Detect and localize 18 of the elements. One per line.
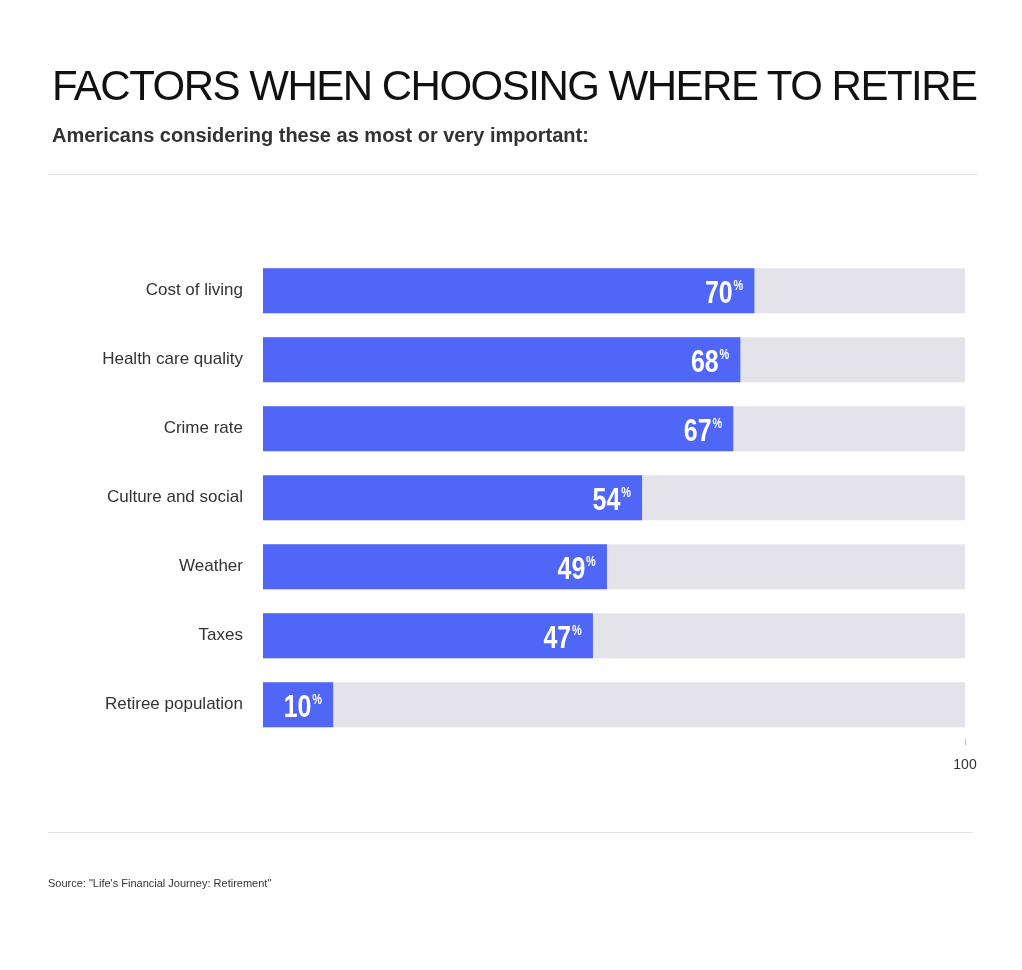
data-label: 54% bbox=[592, 480, 631, 517]
chart-title: FACTORS WHEN CHOOSING WHERE TO RETIRE bbox=[52, 62, 977, 110]
data-label: 68% bbox=[690, 342, 730, 379]
chart-subtitle: Americans considering these as most or very important: bbox=[52, 124, 589, 147]
y-tick-label: Weather bbox=[179, 556, 244, 576]
data-label: 67% bbox=[683, 411, 723, 448]
data-label: 49% bbox=[557, 549, 596, 586]
y-tick-label: Culture and social bbox=[106, 487, 243, 507]
data-label: 70% bbox=[704, 273, 744, 310]
y-tick-label: Cost of living bbox=[145, 280, 243, 300]
y-tick-label: Health care quality bbox=[102, 349, 244, 369]
data-label: 10% bbox=[283, 687, 322, 724]
x-tick-label: 100 bbox=[953, 756, 977, 773]
y-tick-label: Crime rate bbox=[163, 418, 243, 438]
source-note: Source: "Life's Financial Journey: Retirement" bbox=[48, 877, 272, 889]
y-tick-label: Taxes bbox=[198, 625, 243, 645]
data-label: 47% bbox=[543, 618, 582, 655]
y-tick-label: Retiree population bbox=[105, 694, 243, 714]
